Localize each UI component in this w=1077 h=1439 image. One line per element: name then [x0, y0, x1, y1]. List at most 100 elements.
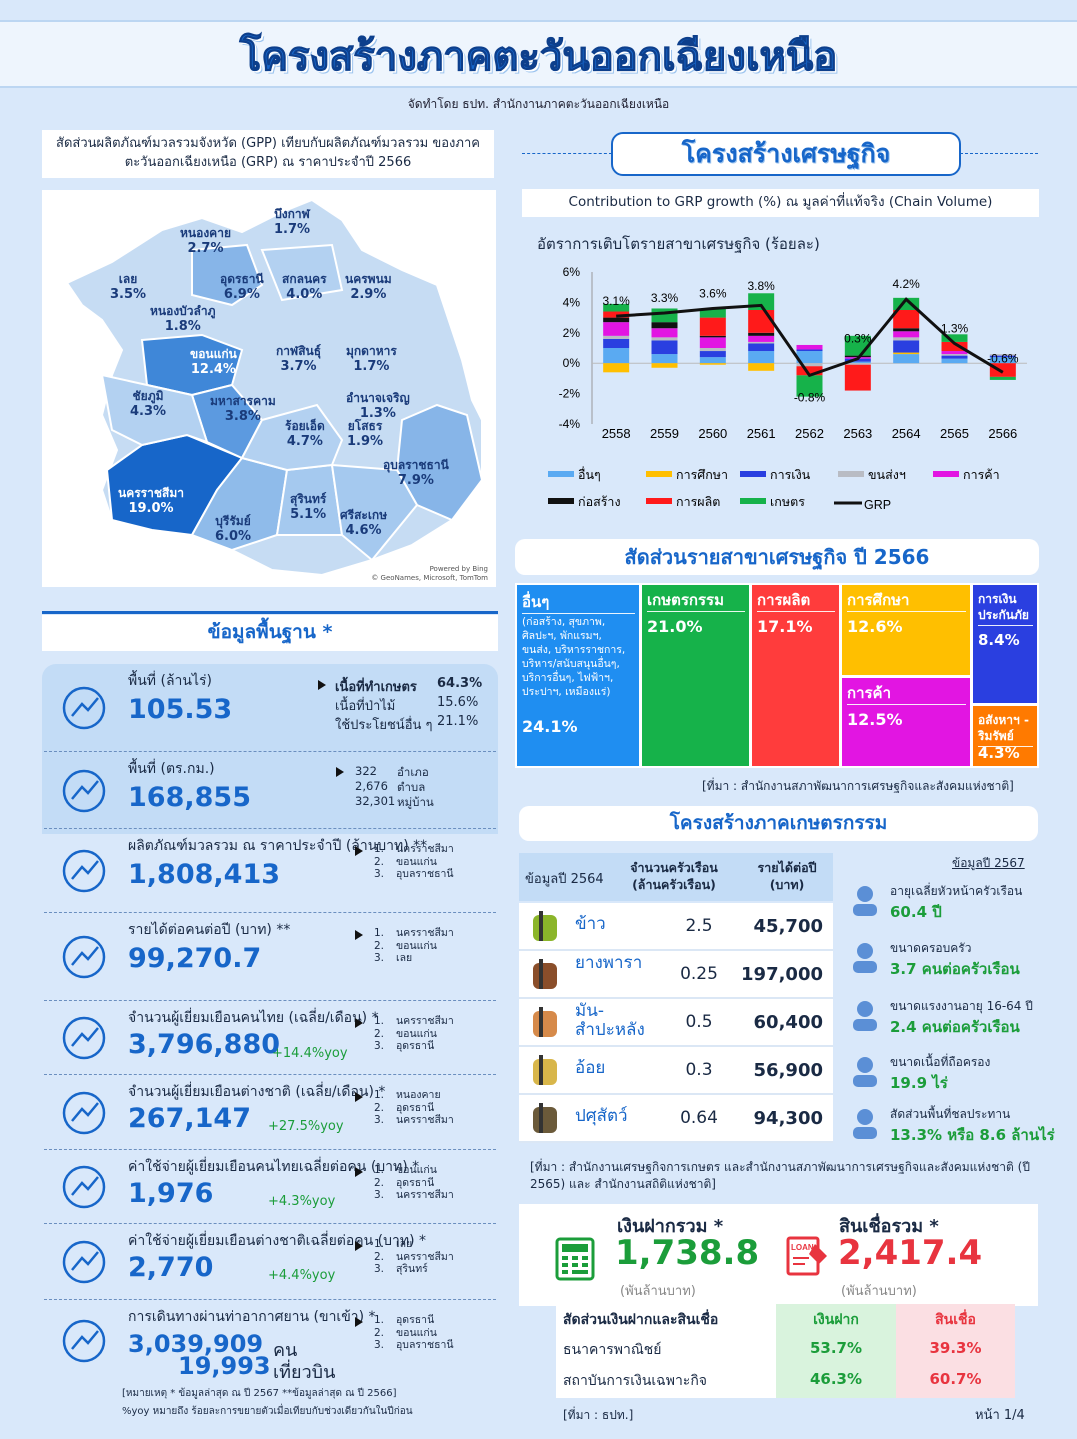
money-hand-icon [56, 1159, 112, 1215]
rank-name: เลย [396, 1238, 413, 1250]
treemap-value: 17.1% [757, 617, 813, 636]
agri-row: มัน-สำปะหลัง 0.5 60,400 [519, 999, 833, 1047]
legend-swatch [646, 498, 672, 504]
region-udon [191, 243, 264, 307]
province-name: อุบลราชธานี [383, 458, 449, 472]
province-name: ยโสธร [347, 419, 383, 433]
rank-name: ขอนแก่น [396, 1164, 437, 1176]
rank-number: 1. [374, 1015, 385, 1027]
deposit-label: เงินฝากรวม * [617, 1216, 724, 1237]
finance-col-loan: สินเชื่อ [935, 1312, 976, 1328]
region-sisaket [330, 463, 419, 562]
rank-number: 1. [374, 1164, 385, 1176]
deposit-value: 1,738.8 [615, 1233, 760, 1273]
treemap-cell: การศึกษา 12.6% [842, 585, 970, 675]
bar-segment [603, 317, 630, 323]
y-tick-label: 4% [563, 295, 581, 309]
area-map-icon [56, 680, 112, 736]
detail-key: เนื้อที่ป่าไม้ [335, 699, 396, 714]
y-tick-label: 2% [563, 326, 581, 340]
agri-income: 94,300 [753, 1108, 823, 1129]
x-tick-label: 2566 [988, 426, 1017, 441]
province-label: ขอนแก่น 12.4% [190, 347, 237, 377]
bar-segment [603, 348, 630, 364]
treemap-value: 24.1% [522, 717, 578, 736]
bar-segment [699, 317, 726, 336]
finance-row1-dep: 53.7% [809, 1339, 863, 1357]
rank-number: 2. [374, 1027, 385, 1040]
bar-segment [941, 354, 968, 356]
basic-label: ผลิตภัณฑ์มวลรวม ณ ราคาประจำปี (ล้านบาท) … [128, 838, 428, 854]
province-label: นครพนม 2.9% [345, 272, 392, 302]
bar-segment [748, 343, 775, 352]
province-value: 1.9% [347, 434, 384, 449]
bar-segment [748, 335, 775, 342]
detail-key: เนื้อที่ทำเกษตร [335, 680, 417, 695]
rank-name: ขอนแก่น [396, 1027, 437, 1040]
loan-icon: LOAN [785, 1234, 829, 1278]
legend-swatch [838, 471, 864, 477]
province-name: ร้อยเอ็ด [285, 419, 325, 433]
province-label: ร้อยเอ็ด 4.7% [285, 419, 325, 449]
agri-households: 0.3 [685, 1060, 713, 1080]
basic-label: จำนวนผู้เยี่ยมเยือนต่างชาติ (เฉลี่ย/เดือ… [128, 1084, 386, 1100]
bar-segment [651, 340, 678, 355]
loan-icon-text: LOAN [791, 1243, 814, 1252]
basic-label: ค่าใช้จ่ายผู้เยี่ยมเยือนต่างชาติเฉลี่ยต่… [128, 1233, 427, 1249]
legend-swatch [548, 498, 574, 504]
legend-label: อื่นๆ [578, 466, 601, 482]
agri-name: ยางพารา [575, 953, 643, 973]
agri-info-value: 19.9 ไร่ [890, 1074, 948, 1092]
bullet-icon [355, 1241, 363, 1251]
bar-segment [699, 348, 726, 352]
bar-segment [893, 337, 920, 341]
grp-line [616, 297, 1004, 378]
bar-segment [941, 334, 968, 342]
province-name: นครพนม [345, 272, 392, 286]
province-value: 1.3% [359, 406, 396, 421]
agri-col1: จำนวนครัวเรือน (ล้านครัวเรือน) [630, 860, 718, 892]
bullet-icon [355, 1317, 363, 1327]
x-tick-label: 2562 [795, 426, 824, 441]
agri-name: ข้าว [575, 914, 606, 934]
footnote-1: [หมายเหตุ * ข้อมูลล่าสุด ณ ปี 2567 **ข้อ… [122, 1388, 397, 1399]
rank-number: 3. [374, 868, 385, 880]
x-tick-label: 2564 [892, 426, 921, 441]
rank-number: 2. [374, 855, 385, 868]
agri-name: อ้อย [575, 1058, 606, 1078]
grp-data-label: 1.3% [941, 321, 969, 335]
basic-value-2: 19,993 [178, 1352, 271, 1380]
agri-income: 197,000 [741, 964, 823, 985]
bullet-icon [355, 1092, 363, 1102]
calculator-icon [553, 1237, 597, 1281]
bar-segment [748, 341, 775, 344]
treemap-cell: การผลิต 17.1% [752, 585, 839, 766]
province-map [65, 198, 484, 577]
province-value: 6.0% [215, 529, 252, 544]
basic-header: ข้อมูลพื้นฐาน * [42, 615, 498, 651]
bullet-icon [355, 1018, 363, 1028]
x-tick-label: 2563 [843, 426, 872, 441]
detail-val: 21.1% [437, 714, 479, 729]
region-chaiyaphum [100, 373, 209, 447]
province-name: ขอนแก่น [190, 347, 237, 361]
y-tick-label: -4% [559, 417, 581, 431]
basic-value: 2,770 [128, 1252, 214, 1283]
legend-label: เกษตร [770, 495, 805, 509]
agri-col0: ข้อมูลปี 2564 [525, 872, 604, 887]
province-value: 4.0% [286, 287, 323, 302]
rank-name: เลย [396, 952, 413, 964]
land-plot-icon [846, 1051, 884, 1089]
treemap-value: 8.4% [978, 631, 1020, 649]
rank-number: 1. [374, 1089, 385, 1101]
legend-label: การค้า [963, 468, 1000, 482]
bar-segment [893, 310, 920, 329]
province-name: มุกดาหาร [346, 344, 397, 358]
rank-number: 2. [374, 1101, 385, 1114]
basic-label: ค่าใช้จ่ายผู้เยี่ยมเยือนคนไทยเฉลี่ยต่อคน… [128, 1159, 420, 1175]
province-value: 4.7% [286, 434, 323, 449]
province-label: บึงกาฬ 1.7% [274, 207, 310, 237]
basic-label: จำนวนผู้เยี่ยมเยือนคนไทย (เฉลี่ย/เดือน) … [128, 1010, 379, 1026]
province-value: 4.6% [345, 523, 382, 538]
bar-segment [796, 349, 823, 352]
